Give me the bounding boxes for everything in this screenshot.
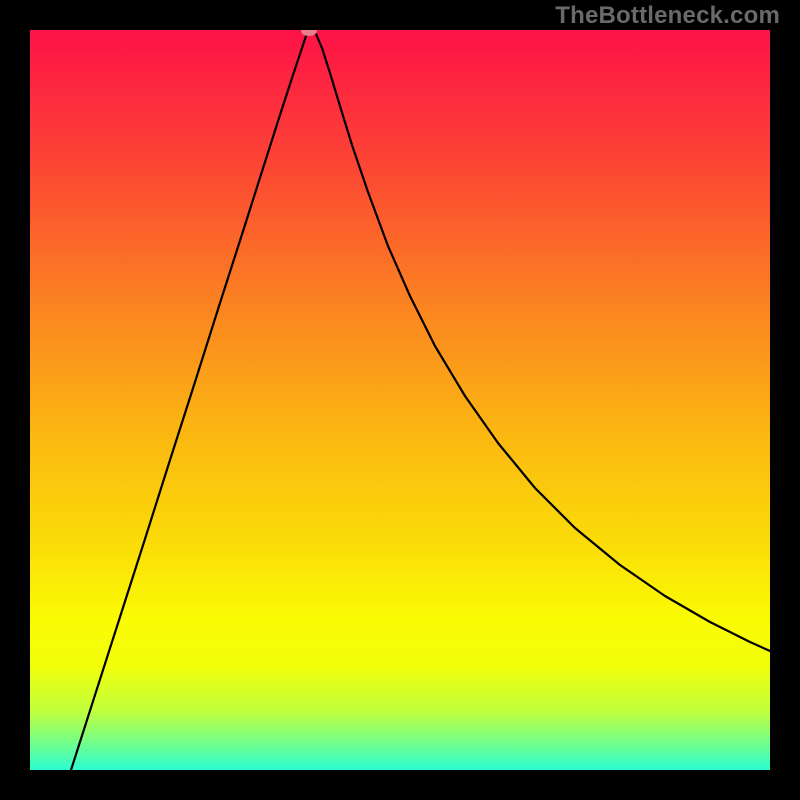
chart-svg [30, 30, 770, 770]
bottleneck-curve [71, 30, 770, 770]
watermark-text: TheBottleneck.com [555, 2, 780, 30]
plot-area [30, 30, 770, 770]
minimum-marker [301, 30, 317, 36]
